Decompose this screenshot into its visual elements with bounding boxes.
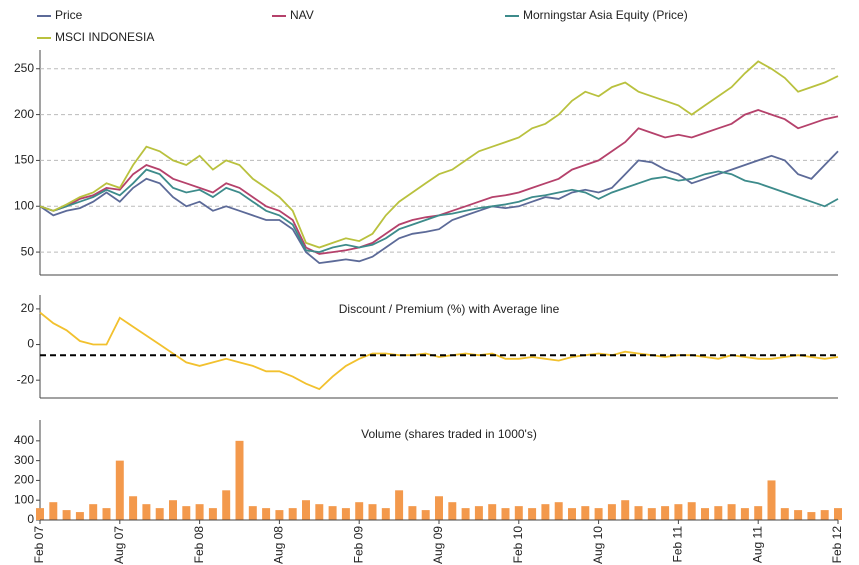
bar <box>89 504 98 520</box>
bar <box>381 508 390 520</box>
bar <box>727 504 736 520</box>
x-tick-label: Aug 08 <box>272 526 286 564</box>
y-tick-label: 0 <box>27 337 34 351</box>
x-tick-label: Feb 11 <box>671 526 685 563</box>
y-tick-label: 300 <box>14 453 34 467</box>
bar <box>674 504 683 520</box>
bar <box>315 504 324 520</box>
y-tick-label: 20 <box>21 301 35 315</box>
bar <box>49 502 58 520</box>
bar <box>740 508 749 520</box>
legend-label: MSCI INDONESIA <box>55 30 154 44</box>
bar <box>661 506 670 520</box>
bar <box>834 508 842 520</box>
y-tick-label: 200 <box>14 473 34 487</box>
x-tick-label: Feb 12 <box>830 526 844 564</box>
bar <box>395 490 404 520</box>
y-tick-label: 100 <box>14 492 34 506</box>
y-tick-label: 50 <box>21 244 35 258</box>
panel-title: Discount / Premium (%) with Average line <box>339 302 560 316</box>
bar <box>474 506 483 520</box>
bar <box>275 510 284 520</box>
bar <box>368 504 377 520</box>
bar <box>408 506 417 520</box>
x-tick-label: Feb 10 <box>511 526 525 564</box>
x-tick-label: Feb 08 <box>192 526 206 564</box>
series-line <box>39 109 839 255</box>
bar <box>169 500 177 520</box>
y-tick-label: -20 <box>17 372 35 386</box>
y-tick-label: 200 <box>14 107 34 121</box>
bar <box>541 504 550 520</box>
bar <box>794 510 803 520</box>
bar <box>514 506 523 520</box>
bar <box>528 508 537 520</box>
bar <box>621 500 630 520</box>
bar <box>807 512 816 520</box>
bar <box>488 504 497 520</box>
series-line <box>39 150 839 265</box>
panel-title: Volume (shares traded in 1000's) <box>361 427 537 441</box>
bar <box>421 510 430 520</box>
bar <box>355 502 364 520</box>
y-tick-label: 150 <box>14 153 34 167</box>
bar <box>288 508 297 520</box>
series-line <box>39 60 839 249</box>
bar <box>155 508 164 520</box>
legend-label: NAV <box>290 8 314 22</box>
legend-label: Price <box>55 8 83 22</box>
bar <box>262 508 271 520</box>
bar <box>222 490 231 520</box>
bar <box>554 502 563 520</box>
series-line <box>39 168 839 254</box>
x-tick-label: Aug 11 <box>750 526 764 563</box>
bar <box>594 508 603 520</box>
bar <box>714 506 723 520</box>
x-tick-label: Feb 09 <box>351 526 365 564</box>
x-tick-label: Feb 07 <box>32 526 46 564</box>
y-tick-label: 250 <box>14 61 34 75</box>
bar <box>208 508 217 520</box>
bar <box>634 506 643 520</box>
bar <box>115 460 124 520</box>
y-tick-label: 400 <box>14 433 34 447</box>
bar <box>435 496 443 520</box>
bar <box>302 500 310 520</box>
bar <box>129 496 138 520</box>
bar <box>235 440 244 520</box>
y-tick-label: 100 <box>14 198 34 212</box>
bar <box>102 508 111 520</box>
bar <box>767 480 776 520</box>
bar <box>75 512 84 520</box>
bar <box>687 502 696 520</box>
bar <box>248 506 257 520</box>
bar <box>701 508 709 520</box>
bar <box>448 502 457 520</box>
y-tick-label: 0 <box>27 512 34 526</box>
legend-label: Morningstar Asia Equity (Price) <box>523 8 688 22</box>
bar <box>568 508 576 520</box>
bar <box>820 510 829 520</box>
bar <box>607 504 616 520</box>
x-tick-label: Aug 09 <box>431 526 445 564</box>
series-line <box>39 311 839 391</box>
bar <box>780 508 789 520</box>
bar <box>142 504 151 520</box>
bar <box>36 508 44 520</box>
x-tick-label: Aug 10 <box>591 526 605 564</box>
bar <box>341 508 350 520</box>
bar <box>647 508 656 520</box>
bar <box>754 506 763 520</box>
bar <box>581 506 590 520</box>
bar <box>328 506 337 520</box>
bar <box>461 508 470 520</box>
bar <box>62 510 71 520</box>
bar <box>182 506 191 520</box>
bar <box>501 508 510 520</box>
x-tick-label: Aug 07 <box>112 526 126 564</box>
bar <box>195 504 204 520</box>
